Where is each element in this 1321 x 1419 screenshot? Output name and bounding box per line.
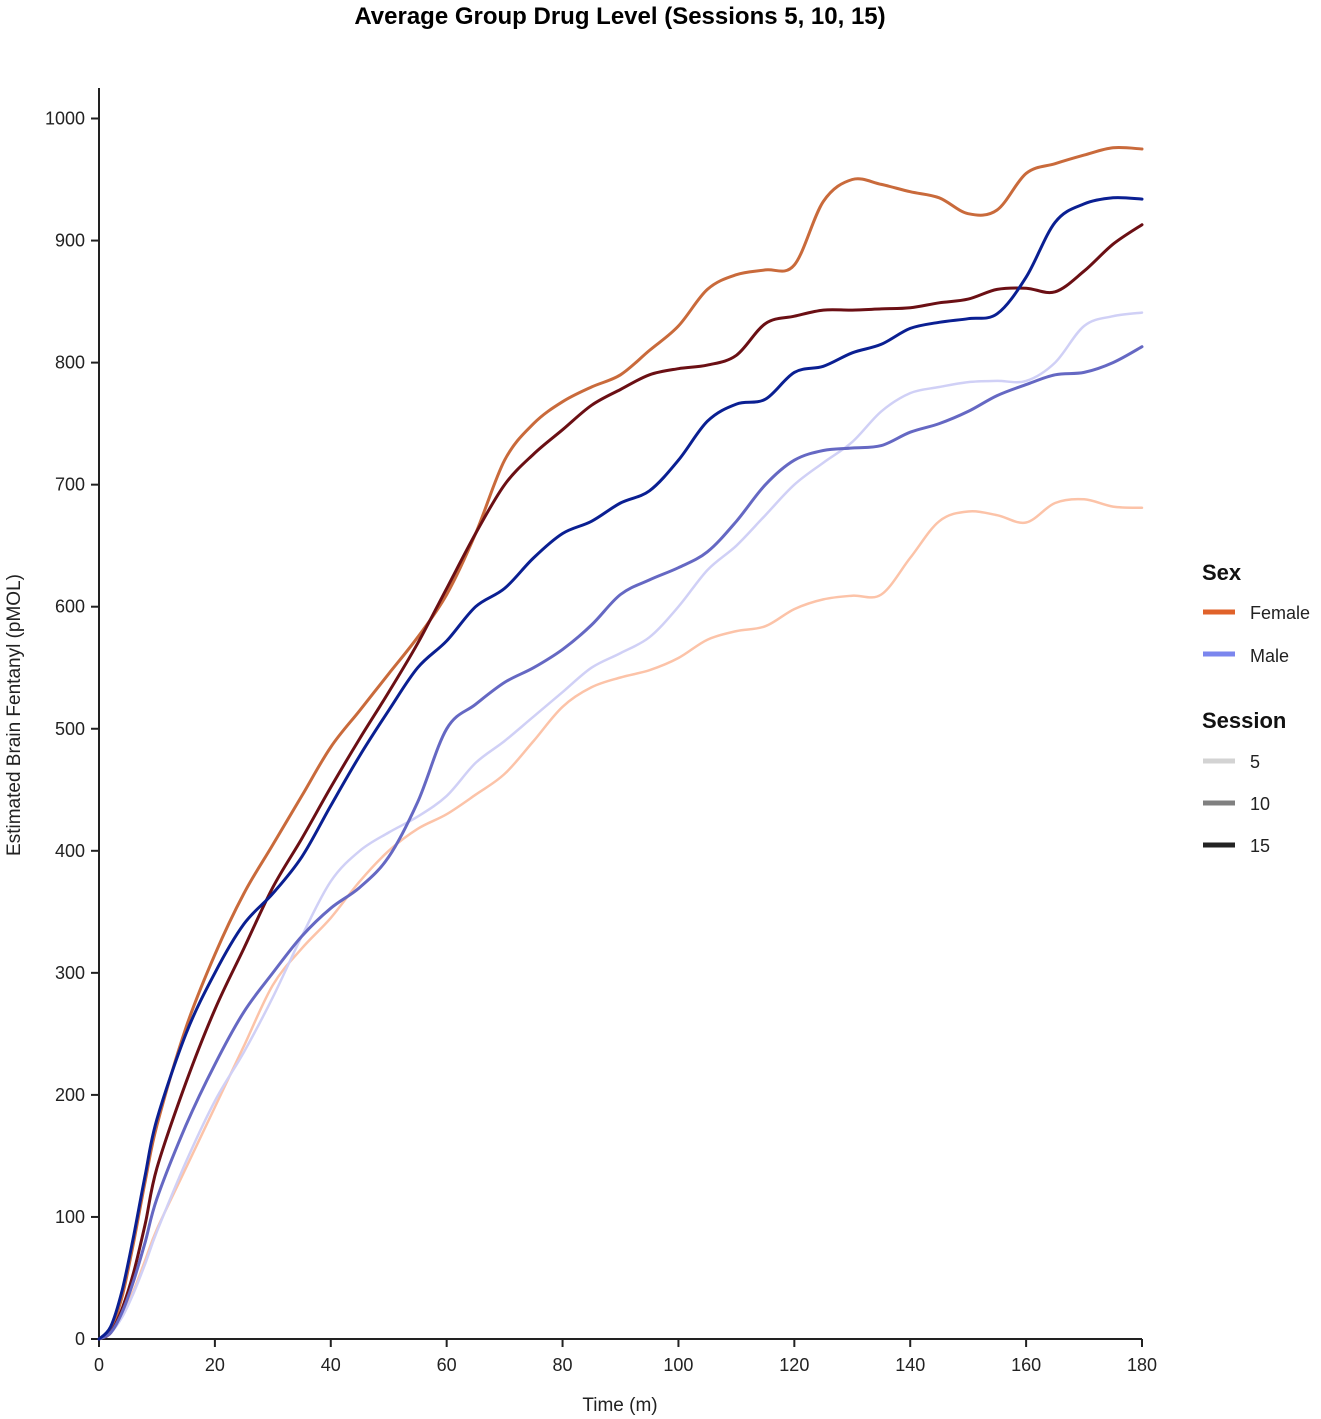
series-line-male-session-10 bbox=[97, 345, 1144, 1341]
x-tick-label-140: 140 bbox=[895, 1355, 925, 1375]
legend: Sex Female Male Session 5 10 15 bbox=[1202, 560, 1310, 856]
y-tick-label-700: 700 bbox=[55, 475, 85, 495]
series-line-female-session-15 bbox=[97, 223, 1144, 1341]
chart-title: Average Group Drug Level (Sessions 5, 10… bbox=[354, 3, 885, 30]
series-line-male-session-15 bbox=[97, 196, 1144, 1341]
x-tick-label-100: 100 bbox=[663, 1355, 693, 1375]
y-tick-label-900: 900 bbox=[55, 231, 85, 251]
x-tick-label-40: 40 bbox=[321, 1355, 341, 1375]
y-tick-label-600: 600 bbox=[55, 597, 85, 617]
y-tick-label-200: 200 bbox=[55, 1085, 85, 1105]
legend-label-session-10: 10 bbox=[1250, 794, 1270, 814]
legend-label-session-5: 5 bbox=[1250, 752, 1260, 772]
x-tick-label-180: 180 bbox=[1127, 1355, 1157, 1375]
x-tick-label-120: 120 bbox=[779, 1355, 809, 1375]
x-tick-label-80: 80 bbox=[553, 1355, 573, 1375]
y-ticks: 0 100 200 300 400 500 600 700 800 900 1000 bbox=[45, 109, 99, 1349]
x-tick-label-60: 60 bbox=[437, 1355, 457, 1375]
series-line-female-session-10 bbox=[97, 146, 1144, 1341]
series-layer bbox=[97, 146, 1144, 1341]
y-tick-label-500: 500 bbox=[55, 719, 85, 739]
x-tick-label-160: 160 bbox=[1011, 1355, 1041, 1375]
legend-label-male: Male bbox=[1250, 646, 1289, 666]
x-axis-label: Time (m) bbox=[582, 1395, 657, 1416]
y-axis-label: Estimated Brain Fentanyl (pMOL) bbox=[4, 574, 25, 856]
series-line-female-session-5 bbox=[97, 497, 1144, 1341]
y-tick-label-300: 300 bbox=[55, 963, 85, 983]
y-tick-label-1000: 1000 bbox=[45, 109, 85, 129]
series-line-male-session-5 bbox=[97, 311, 1144, 1341]
x-ticks: 0 20 40 60 80 100 120 140 160 180 bbox=[94, 1339, 1157, 1375]
legend-label-female: Female bbox=[1250, 603, 1310, 623]
y-tick-label-0: 0 bbox=[75, 1329, 85, 1349]
y-tick-label-400: 400 bbox=[55, 841, 85, 861]
axes bbox=[98, 88, 1142, 1340]
legend-session-title: Session bbox=[1202, 708, 1286, 733]
x-tick-label-20: 20 bbox=[205, 1355, 225, 1375]
y-tick-label-100: 100 bbox=[55, 1207, 85, 1227]
legend-label-session-15: 15 bbox=[1250, 836, 1270, 856]
y-tick-label-800: 800 bbox=[55, 353, 85, 373]
legend-sex-title: Sex bbox=[1202, 560, 1242, 585]
x-tick-label-0: 0 bbox=[94, 1355, 104, 1375]
